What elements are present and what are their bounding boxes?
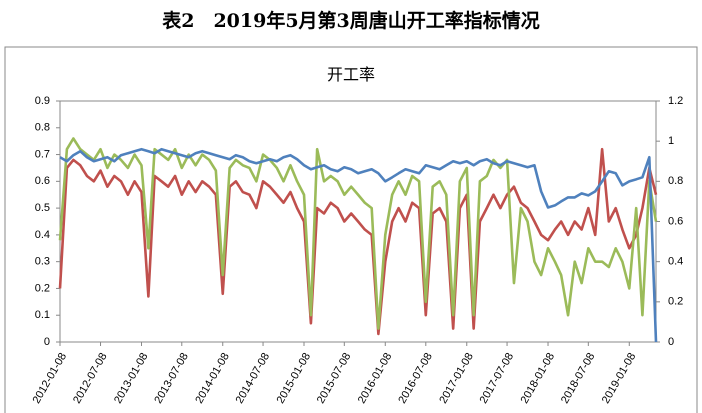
y-tick-label: 0.3 (35, 256, 50, 268)
y2-tick-label: 0.6 (668, 215, 683, 227)
y-tick-label: 0.4 (35, 229, 50, 241)
y2-tick-label: 0.8 (668, 175, 683, 187)
y-tick-label: 0.8 (35, 122, 50, 134)
y-tick-label: 0.2 (35, 282, 50, 294)
y-tick-label: 0.1 (35, 309, 50, 321)
y-tick-label: 0.7 (35, 148, 50, 160)
y-tick-label: 0.6 (35, 175, 50, 187)
page-title: 表2 2019年5月第3周唐山开工率指标情况 (162, 9, 540, 32)
y2-tick-label: 1 (668, 135, 674, 147)
y-tick-label: 0 (44, 336, 50, 348)
chart-title: 开工率 (327, 66, 375, 84)
y2-tick-label: 0 (668, 336, 674, 348)
y2-tick-label: 0.2 (668, 296, 683, 308)
y2-tick-label: 0.4 (668, 256, 683, 268)
series-line (59, 147, 658, 343)
y-tick-label: 0.5 (35, 202, 50, 214)
series-line (58, 137, 658, 330)
y-tick-label: 0.9 (35, 95, 50, 107)
series-line (58, 147, 658, 336)
y2-tick-label: 1.2 (668, 95, 683, 107)
